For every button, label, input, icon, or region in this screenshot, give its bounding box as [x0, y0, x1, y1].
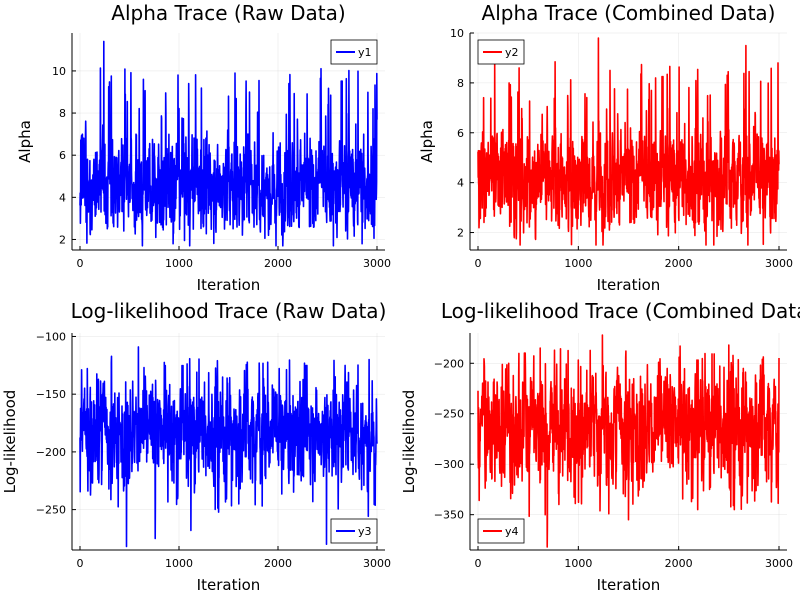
chart-panel-4: 0 1000 2000 3000 −350 −300 −250 −200 Log-likelih… [400, 299, 800, 594]
chart-title: Log-likelihood Trace (Combined Data) [441, 299, 800, 323]
x-tick-label: 0 [475, 557, 482, 570]
y-tick-label: 10 [52, 65, 66, 78]
y-tick-label: 6 [59, 149, 66, 162]
legend-label: y4 [505, 525, 519, 538]
chart-panel-2: 0 1000 2000 3000 2 4 6 8 10 Alpha Trace (Combined… [418, 1, 793, 294]
y-tick-label: 6 [457, 127, 464, 140]
x-tick-label: 2000 [665, 257, 693, 270]
chart-title: Alpha Trace (Combined Data) [482, 1, 776, 25]
y-tick-label: −150 [36, 388, 66, 401]
x-axis-label: Iteration [597, 576, 661, 594]
x-tick-label: 3000 [765, 257, 793, 270]
x-tick-label: 2000 [665, 557, 693, 570]
y-tick-label: 2 [59, 233, 66, 246]
legend-label: y3 [358, 525, 372, 538]
y-tick-label: −200 [36, 446, 66, 459]
y-axis-label: Log-likelihood [1, 390, 19, 494]
y-tick-label: −200 [434, 357, 464, 370]
series-line-y4 [477, 334, 780, 548]
x-tick-label: 3000 [765, 557, 793, 570]
legend: y2 [477, 39, 525, 65]
y-tick-label: −100 [36, 330, 66, 343]
x-axis-label: Iteration [197, 276, 261, 294]
chart-title: Alpha Trace (Raw Data) [111, 1, 345, 25]
x-tick-label: 1000 [165, 257, 193, 270]
x-tick-label: 3000 [363, 257, 391, 270]
x-tick-label: 1000 [165, 557, 193, 570]
legend-label: y1 [358, 46, 372, 59]
legend: y4 [477, 518, 525, 544]
legend-label: y2 [505, 46, 519, 59]
x-tick-label: 0 [475, 257, 482, 270]
x-tick-label: 0 [77, 257, 84, 270]
series-line-y2 [477, 37, 780, 246]
x-tick-label: 2000 [264, 257, 292, 270]
y-tick-label: −250 [434, 408, 464, 421]
y-axis-label: Alpha [418, 120, 436, 163]
y-tick-label: −350 [434, 509, 464, 522]
y-tick-label: 4 [59, 191, 66, 204]
legend: y3 [330, 518, 378, 544]
y-tick-label: −250 [36, 504, 66, 517]
y-axis-label: Alpha [16, 120, 34, 163]
chart-title: Log-likelihood Trace (Raw Data) [71, 299, 387, 323]
chart-panel-1: 0 1000 2000 3000 2 4 6 8 10 Alpha Trace (Raw Data… [16, 1, 391, 294]
x-axis-label: Iteration [197, 576, 261, 594]
y-axis-label: Log-likelihood [400, 390, 418, 494]
y-tick-label: −300 [434, 458, 464, 471]
x-tick-label: 3000 [363, 557, 391, 570]
y-tick-label: 8 [457, 77, 464, 90]
y-tick-label: 8 [59, 107, 66, 120]
x-axis-label: Iteration [597, 276, 661, 294]
y-tick-label: 4 [457, 177, 464, 190]
series-line-y1 [79, 40, 378, 247]
y-tick-label: 2 [457, 227, 464, 240]
chart-panel-3: 0 1000 2000 3000 −250 −200 −150 −100 Log-likelih… [1, 299, 391, 594]
x-tick-label: 0 [77, 557, 84, 570]
legend: y1 [330, 39, 378, 65]
series-line-y3 [79, 346, 378, 548]
x-tick-label: 1000 [564, 257, 592, 270]
x-tick-label: 1000 [564, 557, 592, 570]
x-tick-label: 2000 [264, 557, 292, 570]
y-tick-label: 10 [450, 27, 464, 40]
